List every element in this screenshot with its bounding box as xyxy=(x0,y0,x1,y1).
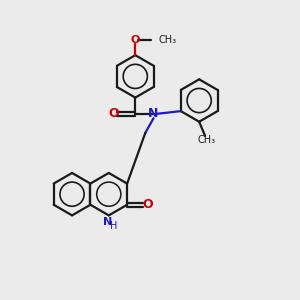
Text: CH₃: CH₃ xyxy=(197,135,216,145)
Text: O: O xyxy=(108,107,119,120)
Text: H: H xyxy=(110,221,118,231)
Text: N: N xyxy=(148,107,159,120)
Text: O: O xyxy=(142,198,153,211)
Text: CH₃: CH₃ xyxy=(158,35,176,45)
Text: O: O xyxy=(130,35,140,45)
Text: N: N xyxy=(103,217,112,227)
